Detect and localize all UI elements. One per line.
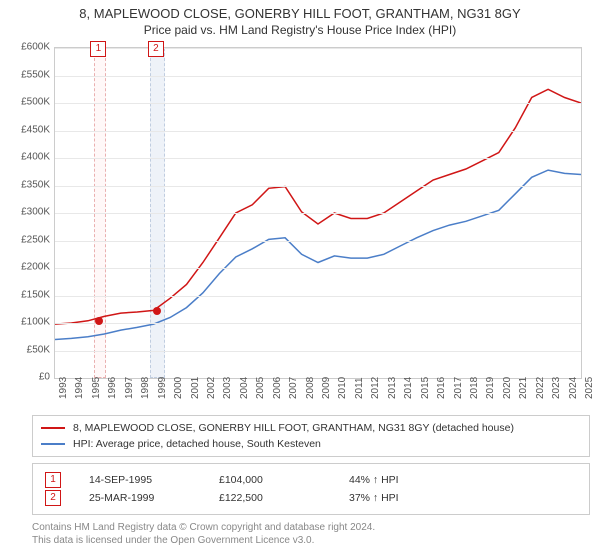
- sales-table: 1 14-SEP-1995£104,00044% ↑ HPI 2 25-MAR-199…: [32, 463, 590, 515]
- legend-row: 8, MAPLEWOOD CLOSE, GONERBY HILL FOOT, G…: [41, 420, 581, 436]
- y-tick-label: £400K: [10, 152, 50, 163]
- gridline: [55, 213, 581, 214]
- legend-label: 8, MAPLEWOOD CLOSE, GONERBY HILL FOOT, G…: [73, 420, 514, 436]
- sale-delta: 37% ↑ HPI: [349, 492, 429, 504]
- x-tick-label: 1997: [124, 377, 135, 399]
- x-tick-label: 2012: [370, 377, 381, 399]
- sale-row-marker: 2: [45, 490, 61, 506]
- sale-row: 2 25-MAR-1999£122,50037% ↑ HPI: [45, 490, 577, 506]
- y-tick-label: £600K: [10, 42, 50, 53]
- x-tick-label: 1996: [107, 377, 118, 399]
- y-tick-label: £550K: [10, 69, 50, 80]
- sale-row: 1 14-SEP-1995£104,00044% ↑ HPI: [45, 472, 577, 488]
- sale-delta: 44% ↑ HPI: [349, 474, 429, 486]
- sale-date: 14-SEP-1995: [89, 474, 219, 486]
- x-tick-label: 2022: [535, 377, 546, 399]
- gridline: [55, 48, 581, 49]
- y-tick-label: £250K: [10, 234, 50, 245]
- y-tick-label: £200K: [10, 262, 50, 273]
- sale-marker-2: 2: [148, 41, 164, 57]
- x-tick-label: 1998: [140, 377, 151, 399]
- legend: 8, MAPLEWOOD CLOSE, GONERBY HILL FOOT, G…: [32, 415, 590, 457]
- x-tick-label: 2008: [305, 377, 316, 399]
- gridline: [55, 241, 581, 242]
- x-tick-label: 1995: [91, 377, 102, 399]
- x-tick-label: 2001: [190, 377, 201, 399]
- title-line1: 8, MAPLEWOOD CLOSE, GONERBY HILL FOOT, G…: [0, 6, 600, 21]
- x-tick-label: 1994: [74, 377, 85, 399]
- x-tick-label: 2006: [272, 377, 283, 399]
- gridline: [55, 131, 581, 132]
- gridline: [55, 351, 581, 352]
- x-tick-label: 2003: [222, 377, 233, 399]
- gridline: [55, 186, 581, 187]
- x-tick-label: 2019: [485, 377, 496, 399]
- sale-price: £104,000: [219, 474, 349, 486]
- x-tick-label: 2017: [453, 377, 464, 399]
- y-tick-label: £450K: [10, 124, 50, 135]
- x-tick-label: 2021: [518, 377, 529, 399]
- chart: £0 £50K £100K £150K £200K £250K £300K £350K £400…: [10, 41, 590, 411]
- legend-label: HPI: Average price, detached house, Sout…: [73, 436, 321, 452]
- x-tick-label: 2005: [255, 377, 266, 399]
- y-tick-label: £300K: [10, 207, 50, 218]
- x-tick-label: 2002: [206, 377, 217, 399]
- legend-row: HPI: Average price, detached house, Sout…: [41, 436, 581, 452]
- legend-swatch: [41, 427, 65, 429]
- x-tick-label: 2018: [469, 377, 480, 399]
- x-tick-label: 1999: [157, 377, 168, 399]
- gridline: [55, 268, 581, 269]
- x-tick-label: 2023: [551, 377, 562, 399]
- gridline: [55, 103, 581, 104]
- x-tick-label: 2013: [387, 377, 398, 399]
- y-tick-label: £350K: [10, 179, 50, 190]
- x-tick-label: 2000: [173, 377, 184, 399]
- x-tick-label: 2016: [436, 377, 447, 399]
- footer-line2: This data is licensed under the Open Gov…: [32, 534, 590, 547]
- y-tick-label: £100K: [10, 317, 50, 328]
- gridline: [55, 158, 581, 159]
- chart-title: 8, MAPLEWOOD CLOSE, GONERBY HILL FOOT, G…: [0, 0, 600, 37]
- gridline: [55, 76, 581, 77]
- title-line2: Price paid vs. HM Land Registry's House …: [0, 23, 600, 37]
- sale-marker-1: 1: [90, 41, 106, 57]
- footer-attribution: Contains HM Land Registry data © Crown c…: [32, 521, 590, 547]
- y-tick-label: £0: [10, 372, 50, 383]
- footer-line1: Contains HM Land Registry data © Crown c…: [32, 521, 590, 534]
- sale-price: £122,500: [219, 492, 349, 504]
- gridline: [55, 323, 581, 324]
- sale-dot: [153, 307, 161, 315]
- x-tick-label: 2007: [288, 377, 299, 399]
- gridline: [55, 296, 581, 297]
- y-tick-label: £500K: [10, 97, 50, 108]
- x-tick-label: 2014: [403, 377, 414, 399]
- sale-dot: [95, 317, 103, 325]
- x-tick-label: 2024: [568, 377, 579, 399]
- x-tick-label: 2020: [502, 377, 513, 399]
- y-tick-label: £150K: [10, 289, 50, 300]
- x-tick-label: 2025: [584, 377, 595, 399]
- x-tick-label: 2015: [420, 377, 431, 399]
- plot-area: [54, 47, 582, 379]
- series-hpi: [55, 170, 581, 339]
- sale-date: 25-MAR-1999: [89, 492, 219, 504]
- sale-row-marker: 1: [45, 472, 61, 488]
- x-tick-label: 2010: [337, 377, 348, 399]
- x-tick-label: 2004: [239, 377, 250, 399]
- x-tick-label: 2009: [321, 377, 332, 399]
- x-tick-label: 2011: [354, 377, 365, 399]
- y-tick-label: £50K: [10, 344, 50, 355]
- x-tick-label: 1993: [58, 377, 69, 399]
- legend-swatch: [41, 443, 65, 445]
